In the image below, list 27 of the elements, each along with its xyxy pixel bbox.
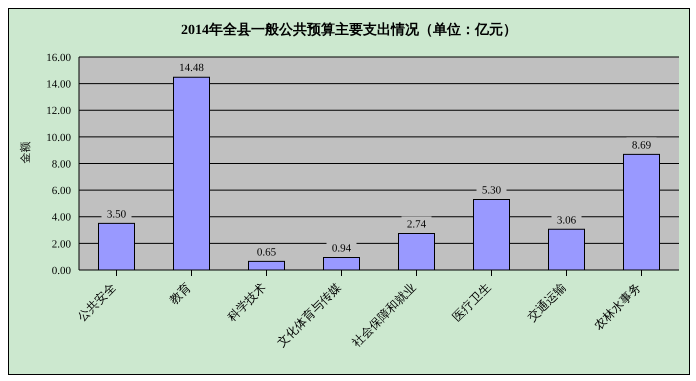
y-axis-title: 金额: [18, 142, 32, 164]
y-tick-label: 4.00: [52, 212, 72, 224]
y-tick-label: 16.00: [46, 52, 72, 64]
y-tick-label: 2.00: [52, 238, 72, 250]
data-label: 0.94: [332, 242, 352, 254]
chart-title: 2014年全县一般公共预算主要支出情况（单位：亿元）: [180, 20, 518, 40]
x-tick-label: 科学技术: [224, 280, 269, 324]
y-tick-label: 8.00: [52, 158, 72, 170]
x-tick-label: 社会保障和就业: [349, 280, 419, 350]
data-label: 3.50: [106, 208, 127, 220]
data-label: 8.69: [632, 139, 652, 152]
data-label: 3.06: [556, 214, 577, 226]
x-tick-label: 文化体育与传媒: [274, 280, 344, 350]
data-label: 14.48: [179, 62, 204, 74]
x-tick-label: 教育: [166, 280, 194, 308]
x-tick-label: 农林水事务: [591, 280, 644, 333]
y-tick-label: 10.00: [46, 132, 72, 144]
y-tick-label: 12.00: [46, 105, 72, 118]
x-tick-label: 公共安全: [74, 280, 119, 324]
y-tick-label: 6.00: [52, 185, 72, 198]
y-tick-label: 14.00: [46, 78, 72, 91]
data-label: 5.30: [482, 184, 502, 196]
x-tick-label: 交通运输: [524, 280, 569, 324]
data-label: 0.65: [256, 246, 277, 258]
y-tick-label: 0.00: [52, 264, 72, 277]
x-tick-label: 医疗卫生: [450, 280, 494, 324]
data-label: 2.74: [406, 218, 427, 231]
